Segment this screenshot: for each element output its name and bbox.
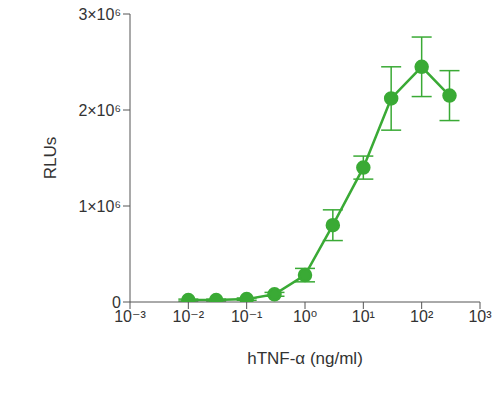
svg-text:2×10⁶: 2×10⁶ (78, 102, 121, 119)
svg-text:10²: 10² (410, 308, 434, 325)
svg-text:0: 0 (112, 294, 121, 311)
svg-text:10⁰: 10⁰ (293, 308, 317, 325)
svg-text:10⁻³: 10⁻³ (114, 308, 146, 325)
svg-text:1×10⁶: 1×10⁶ (78, 198, 121, 215)
svg-text:10⁻¹: 10⁻¹ (231, 308, 263, 325)
svg-text:RLUs: RLUs (41, 137, 60, 180)
svg-text:hTNF-α (ng/ml): hTNF-α (ng/ml) (247, 349, 363, 368)
svg-text:10¹: 10¹ (352, 308, 375, 325)
svg-text:3×10⁶: 3×10⁶ (78, 6, 121, 23)
svg-text:10³: 10³ (468, 308, 492, 325)
svg-text:10⁻²: 10⁻² (173, 308, 205, 325)
